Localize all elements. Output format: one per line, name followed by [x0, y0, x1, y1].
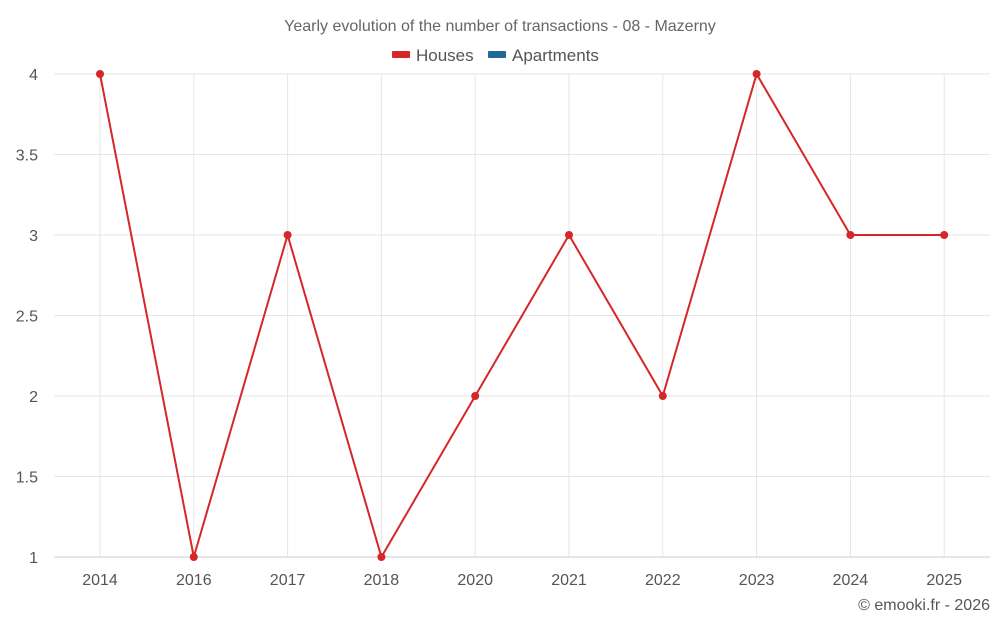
- data-point-houses[interactable]: [658, 392, 667, 400]
- x-tick-label: 2025: [926, 572, 962, 589]
- series-line-houses: [99, 73, 945, 558]
- credit-text: © emooki.fr - 2026: [858, 597, 990, 614]
- x-tick-label: 2023: [739, 572, 775, 589]
- legend-item-apartments[interactable]: Apartments: [488, 46, 599, 65]
- data-point-houses[interactable]: [377, 553, 386, 561]
- chart-title: Yearly evolution of the number of transa…: [284, 18, 716, 35]
- data-point-houses[interactable]: [283, 231, 292, 239]
- x-tick-label: 2016: [176, 572, 212, 589]
- axes: 1 1.5 2 2.5 3 3.5 4 2014 2016 2017 2018 2020 2021 202…: [16, 67, 990, 589]
- x-tick-label: 2024: [833, 572, 869, 589]
- legend: Houses Apartments: [392, 46, 599, 65]
- data-point-houses[interactable]: [189, 553, 198, 561]
- y-tick-label: 2.5: [16, 309, 38, 326]
- grid: [54, 73, 990, 558]
- data-point-houses[interactable]: [940, 231, 949, 239]
- plot-series: [96, 70, 949, 561]
- data-point-houses[interactable]: [471, 392, 480, 400]
- x-tick-label: 2022: [645, 572, 681, 589]
- y-tick-label: 2: [29, 389, 38, 406]
- data-point-houses[interactable]: [96, 70, 104, 78]
- data-point-houses[interactable]: [846, 231, 855, 239]
- legend-swatch-houses: [392, 51, 410, 58]
- y-tick-label: 3: [29, 228, 38, 245]
- data-point-houses[interactable]: [752, 70, 761, 78]
- x-tick-label: 2014: [82, 572, 118, 589]
- x-tick-label: 2017: [270, 572, 306, 589]
- y-tick-label: 1.5: [16, 470, 38, 487]
- legend-label-apartments: Apartments: [512, 46, 599, 65]
- legend-label-houses: Houses: [416, 46, 474, 65]
- y-tick-label: 3.5: [16, 148, 38, 165]
- x-tick-label: 2021: [551, 572, 587, 589]
- x-tick-label: 2018: [364, 572, 400, 589]
- x-tick-label: 2020: [457, 572, 493, 589]
- legend-item-houses[interactable]: Houses: [392, 46, 474, 65]
- y-tick-label: 1: [29, 550, 38, 567]
- data-point-houses[interactable]: [565, 231, 573, 239]
- legend-swatch-apartments: [488, 51, 506, 58]
- y-tick-label: 4: [29, 67, 38, 84]
